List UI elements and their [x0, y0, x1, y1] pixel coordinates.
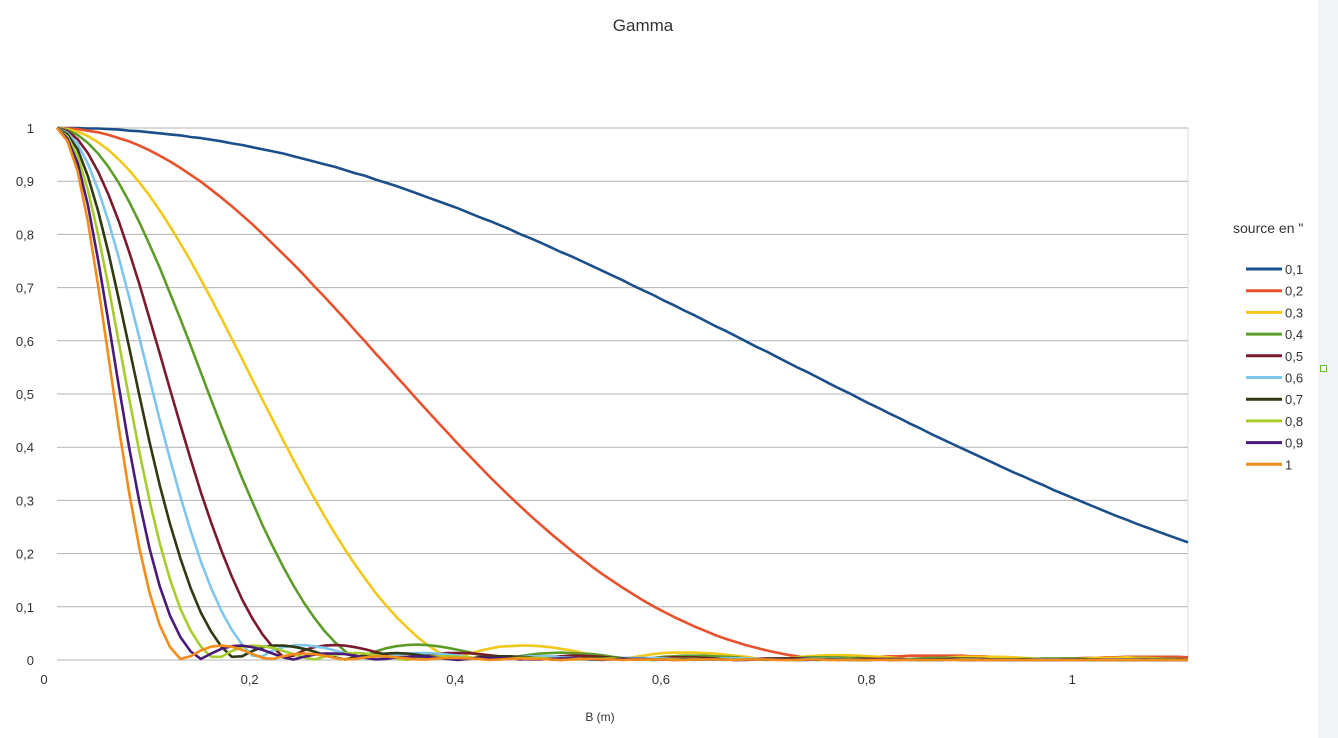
y-tick-label: 0,8: [16, 227, 34, 242]
x-tick-label: 0,2: [241, 672, 259, 687]
x-tick-label: 0,4: [446, 672, 464, 687]
legend-entry: 0,8: [1285, 414, 1303, 429]
chart-title: Gamma: [613, 16, 674, 35]
x-tick-label: 0,8: [858, 672, 876, 687]
y-tick-label: 0,3: [16, 493, 34, 508]
legend-entry: 0,4: [1285, 327, 1303, 342]
y-tick-label: 0,1: [16, 600, 34, 615]
x-tick-label: 0,6: [652, 672, 670, 687]
x-axis-ticks: 0 0,2 0,4 0,6 0,8 1: [40, 672, 1075, 687]
series-lines: [55, 126, 1189, 662]
y-axis-ticks: 0 0,1 0,2 0,3 0,4 0,5 0,6 0,7 0,8 0,9 1: [16, 121, 34, 668]
legend-entry: 0,9: [1285, 436, 1303, 451]
x-tick-label: 0: [40, 672, 47, 687]
legend: 0,1 0,2 0,3 0,4 0,5 0,6 0,7 0,8 0,9 1: [1246, 262, 1303, 472]
y-tick-label: 0,5: [16, 387, 34, 402]
y-tick-label: 0,9: [16, 174, 34, 189]
legend-entry: 0,1: [1285, 262, 1303, 277]
y-tick-label: 0,6: [16, 334, 34, 349]
x-axis-label: B (m): [585, 710, 614, 724]
legend-entry: 0,6: [1285, 371, 1303, 386]
y-tick-label: 0,2: [16, 547, 34, 562]
selection-handle[interactable]: [1320, 365, 1327, 372]
legend-entry: 1: [1285, 457, 1292, 472]
series-line-10: [55, 127, 1188, 662]
series-line-1: [57, 126, 1189, 544]
x-tick-label: 1: [1069, 672, 1076, 687]
y-tick-label: 0,4: [16, 440, 34, 455]
y-tick-label: 0,7: [16, 281, 34, 296]
y-tick-label: 0: [27, 653, 34, 668]
right-edge-strip: [1318, 0, 1338, 738]
legend-entry: 0,3: [1285, 305, 1303, 320]
legend-entry: 0,7: [1285, 392, 1303, 407]
legend-entry: 0,2: [1285, 284, 1303, 299]
legend-title: source en ": [1233, 220, 1303, 236]
y-tick-label: 1: [27, 121, 34, 136]
grid-lines: [57, 127, 1189, 661]
legend-entry: 0,5: [1285, 349, 1303, 364]
